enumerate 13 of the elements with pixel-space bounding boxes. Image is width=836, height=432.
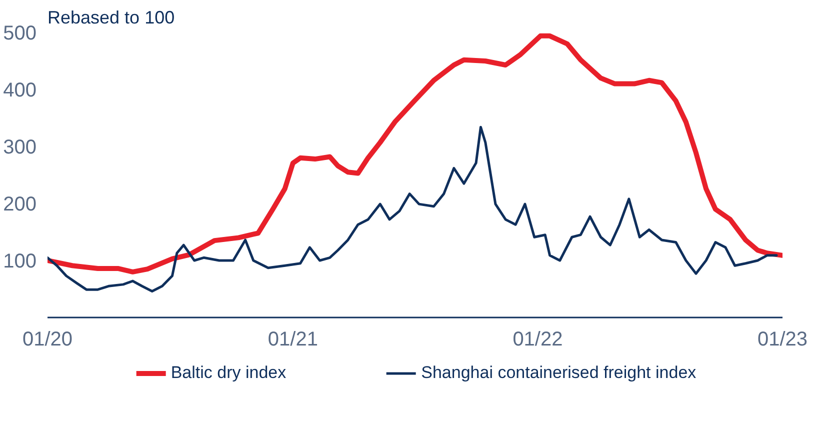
y-tick-label: 400	[3, 80, 37, 102]
y-axis-title: Rebased to 100	[48, 8, 175, 28]
y-tick-label: 300	[3, 136, 37, 158]
y-tick-label: 100	[3, 250, 37, 272]
legend-label: Baltic dry index	[170, 363, 286, 383]
x-tick-label: 01/23	[757, 328, 808, 350]
line-series	[48, 126, 778, 293]
legend-label: Shanghai containerised freight index	[421, 363, 696, 383]
x-tick-label: 01/22	[512, 328, 563, 350]
y-tick-label: 500	[3, 22, 37, 44]
y-tick-label: 200	[3, 194, 37, 216]
x-tick-label: 01/20	[22, 328, 73, 350]
x-tick-label: 01/21	[268, 328, 318, 350]
